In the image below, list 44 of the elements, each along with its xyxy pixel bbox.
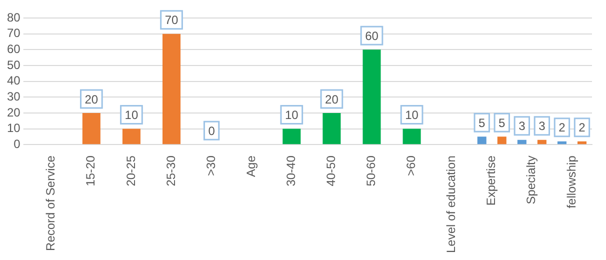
data-label: 2 [558,120,566,135]
bar [402,128,421,144]
y-tick-label: 20 [6,105,21,120]
x-tick-label: fellowship [564,155,578,208]
x-tick-label: 30-40 [284,155,298,186]
x-tick-label: Specialty [524,156,538,204]
x-tick-label: >30 [204,155,218,176]
x-tick-label: 25-30 [164,155,178,186]
data-label: 60 [365,28,379,43]
y-tick-label: 70 [6,26,21,40]
data-label: 3 [518,119,526,134]
x-tick-label: 50-60 [364,155,378,186]
data-label: 10 [284,108,299,122]
x-tick-label: 20-25 [124,155,138,186]
data-label: 20 [325,92,339,106]
data-label: 0 [208,124,216,138]
data-label: 5 [498,116,506,130]
bar [362,50,381,144]
y-tick-label: 30 [6,89,21,104]
x-tick-label: Age [244,155,258,177]
data-label: 2 [578,120,586,135]
data-label: 70 [164,13,179,28]
bar [322,112,341,144]
data-label: 10 [405,108,419,122]
x-tick-label: 40-50 [324,155,338,186]
bar [477,136,486,144]
x-tick-label: Record of Service [44,155,58,251]
y-tick-label: 80 [6,10,21,24]
bar [517,140,526,144]
data-label: 3 [538,119,546,134]
y-tick-label: 10 [6,121,21,136]
y-tick-label: 60 [6,42,21,56]
x-tick-label: Expertise [484,155,498,206]
y-tick-label: 0 [14,136,21,151]
x-tick-label: Level of education [444,156,458,253]
y-tick-label: 50 [6,58,21,72]
bar [557,141,566,144]
x-tick-label: 15-20 [84,155,98,186]
x-tick-label: >60 [404,155,418,176]
data-label: 10 [124,108,138,122]
data-label: 5 [478,116,486,130]
bar [282,128,301,144]
y-tick-label: 40 [6,74,21,88]
data-label: 20 [84,92,98,106]
